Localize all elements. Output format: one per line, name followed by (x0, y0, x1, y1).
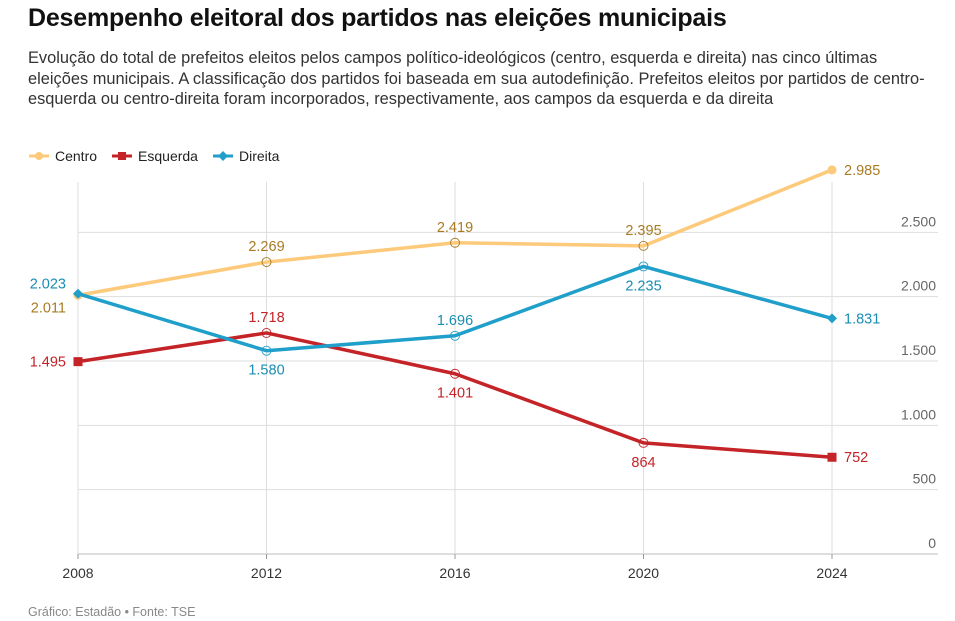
point-centro-2020 (638, 240, 649, 251)
grid-layer (77, 182, 938, 555)
legend-swatch-centro (29, 152, 49, 160)
chart-legend: Centro Esquerda Direita (28, 147, 293, 165)
point-esquerda-2016 (450, 368, 460, 379)
chart-footer: Gráfico: Estadão • Fonte: TSE (28, 605, 196, 619)
data-label-centro-2024: 2.985 (844, 163, 880, 179)
point-centro-2016 (450, 237, 460, 248)
y-tick-label: 1.000 (901, 406, 936, 422)
data-label-direita-2020: 2.235 (625, 278, 661, 294)
y-tick-label: 1.500 (901, 342, 936, 358)
series-line-direita (76, 264, 834, 353)
data-label-esquerda-2024: 752 (844, 450, 868, 466)
data-label-centro-2016: 2.419 (437, 220, 473, 236)
x-tick-label: 2012 (251, 565, 282, 581)
x-tick-label: 2008 (62, 565, 93, 581)
legend-label-esquerda: Esquerda (138, 148, 198, 164)
data-label-esquerda-2008: 1.495 (30, 355, 66, 371)
point-direita-2024 (827, 313, 837, 324)
series-line-esquerda (76, 331, 834, 459)
legend-label-centro: Centro (55, 148, 98, 164)
data-label-direita-2024: 1.831 (844, 311, 880, 327)
legend-item-centro[interactable]: Centro (28, 148, 97, 164)
legend-item-esquerda[interactable]: Esquerda (111, 148, 198, 164)
y-tick-label: 2.000 (901, 278, 936, 294)
legend-item-direita[interactable]: Direita (212, 148, 279, 164)
data-label-centro-2008: 2.011 (31, 300, 66, 316)
line-chart: 0 500 1.000 1.500 2.000 2.500 2008 2012 2016 2020… (30, 163, 938, 581)
x-tick-label: 2020 (628, 565, 659, 581)
point-centro-2012 (261, 257, 272, 268)
chart-subtitle: Evolução do total de prefeitos eleitos p… (28, 49, 925, 108)
data-label-esquerda-2012: 1.718 (248, 310, 284, 326)
point-esquerda-2020 (638, 437, 649, 448)
y-tick-label: 0 (928, 535, 936, 551)
point-centro-2024 (827, 165, 837, 175)
x-tick-label: 2024 (816, 565, 847, 581)
series-layer (73, 165, 837, 462)
point-esquerda-2012 (261, 328, 272, 338)
legend-swatch-esquerda (112, 152, 133, 160)
label-layer: 2.011 2.269 2.419 2.395 2.985 1.495 1.718 1.401… (30, 163, 881, 471)
data-label-esquerda-2020: 864 (631, 455, 655, 471)
data-label-direita-2008: 2.023 (30, 277, 66, 293)
axis-layer: 0 500 1.000 1.500 2.000 2.500 2008 2012 2016 2020… (62, 213, 936, 581)
y-tick-label: 2.500 (901, 213, 936, 229)
legend-swatch-direita (212, 151, 233, 161)
point-esquerda-2024 (827, 452, 837, 462)
data-label-centro-2012: 2.269 (248, 239, 284, 255)
chart-title: Desempenho eleitoral dos partidos nas el… (28, 4, 727, 32)
point-direita-2012 (261, 345, 272, 356)
data-label-centro-2020: 2.395 (625, 223, 661, 239)
point-direita-2016 (450, 330, 460, 341)
point-esquerda-2008 (73, 357, 83, 367)
data-label-direita-2012: 1.580 (248, 363, 284, 379)
point-direita-2020 (638, 261, 649, 272)
data-label-esquerda-2016: 1.401 (437, 386, 473, 402)
y-tick-label: 500 (913, 471, 937, 487)
legend-label-direita: Direita (238, 148, 280, 164)
point-direita-2008 (73, 288, 83, 299)
x-tick-label: 2016 (439, 565, 470, 581)
data-label-direita-2016: 1.696 (437, 313, 473, 329)
series-line-centro (76, 168, 834, 298)
